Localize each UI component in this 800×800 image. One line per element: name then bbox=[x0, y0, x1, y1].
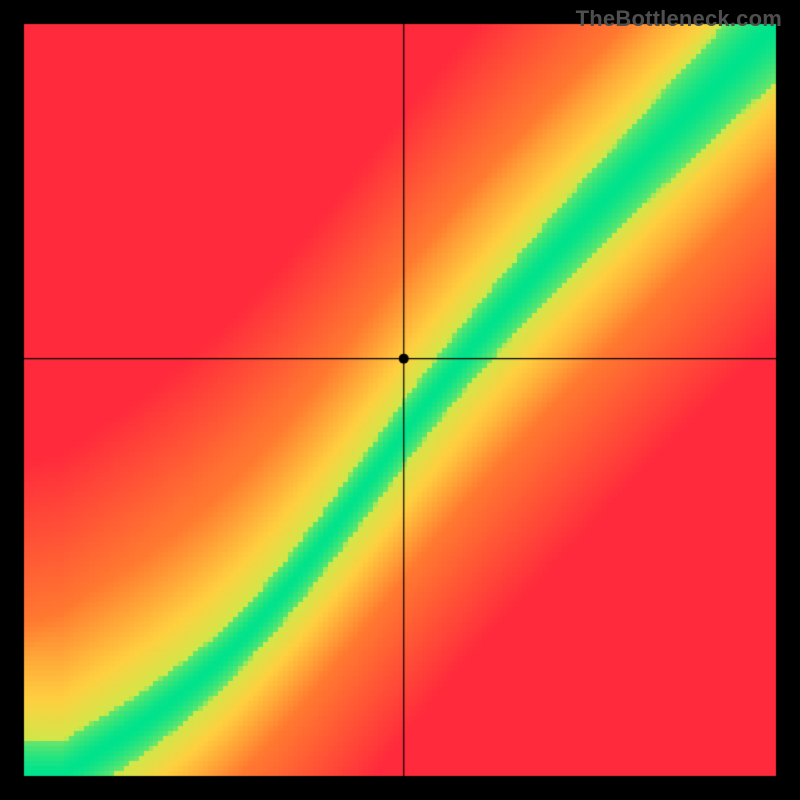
chart-container: TheBottleneck.com bbox=[0, 0, 800, 800]
watermark-text: TheBottleneck.com bbox=[576, 6, 782, 32]
bottleneck-heatmap bbox=[0, 0, 800, 800]
